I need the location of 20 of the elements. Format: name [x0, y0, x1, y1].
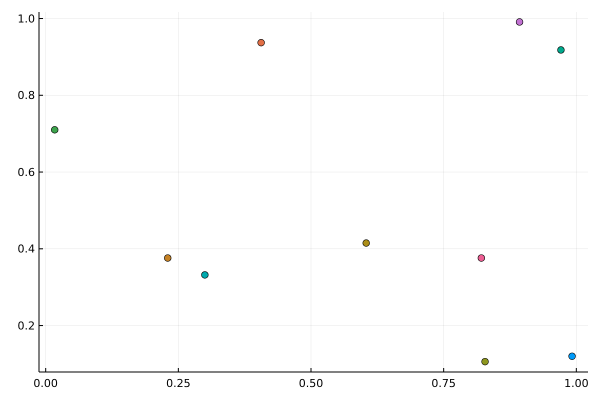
y-tick-label: 0.4 — [18, 242, 35, 256]
x-tick-label: 1.00 — [564, 377, 589, 390]
x-tick-label: 0.75 — [431, 377, 456, 390]
point — [478, 254, 486, 262]
x-tick-label: 0.25 — [166, 377, 191, 390]
point — [362, 239, 370, 247]
y-tick-label: 0.2 — [18, 319, 35, 332]
point — [51, 126, 58, 134]
x-tick-label: 0.00 — [33, 377, 58, 390]
point — [557, 46, 565, 54]
point — [257, 39, 265, 46]
point — [201, 271, 209, 279]
point — [164, 254, 172, 262]
y-tick-label: 0.8 — [18, 89, 35, 102]
x-tick-label: 0.50 — [298, 377, 324, 390]
point — [481, 358, 489, 366]
point — [516, 18, 524, 26]
y-tick-label: 0.6 — [18, 166, 35, 179]
y-tick-label: 1.0 — [18, 12, 35, 26]
point — [568, 352, 576, 360]
